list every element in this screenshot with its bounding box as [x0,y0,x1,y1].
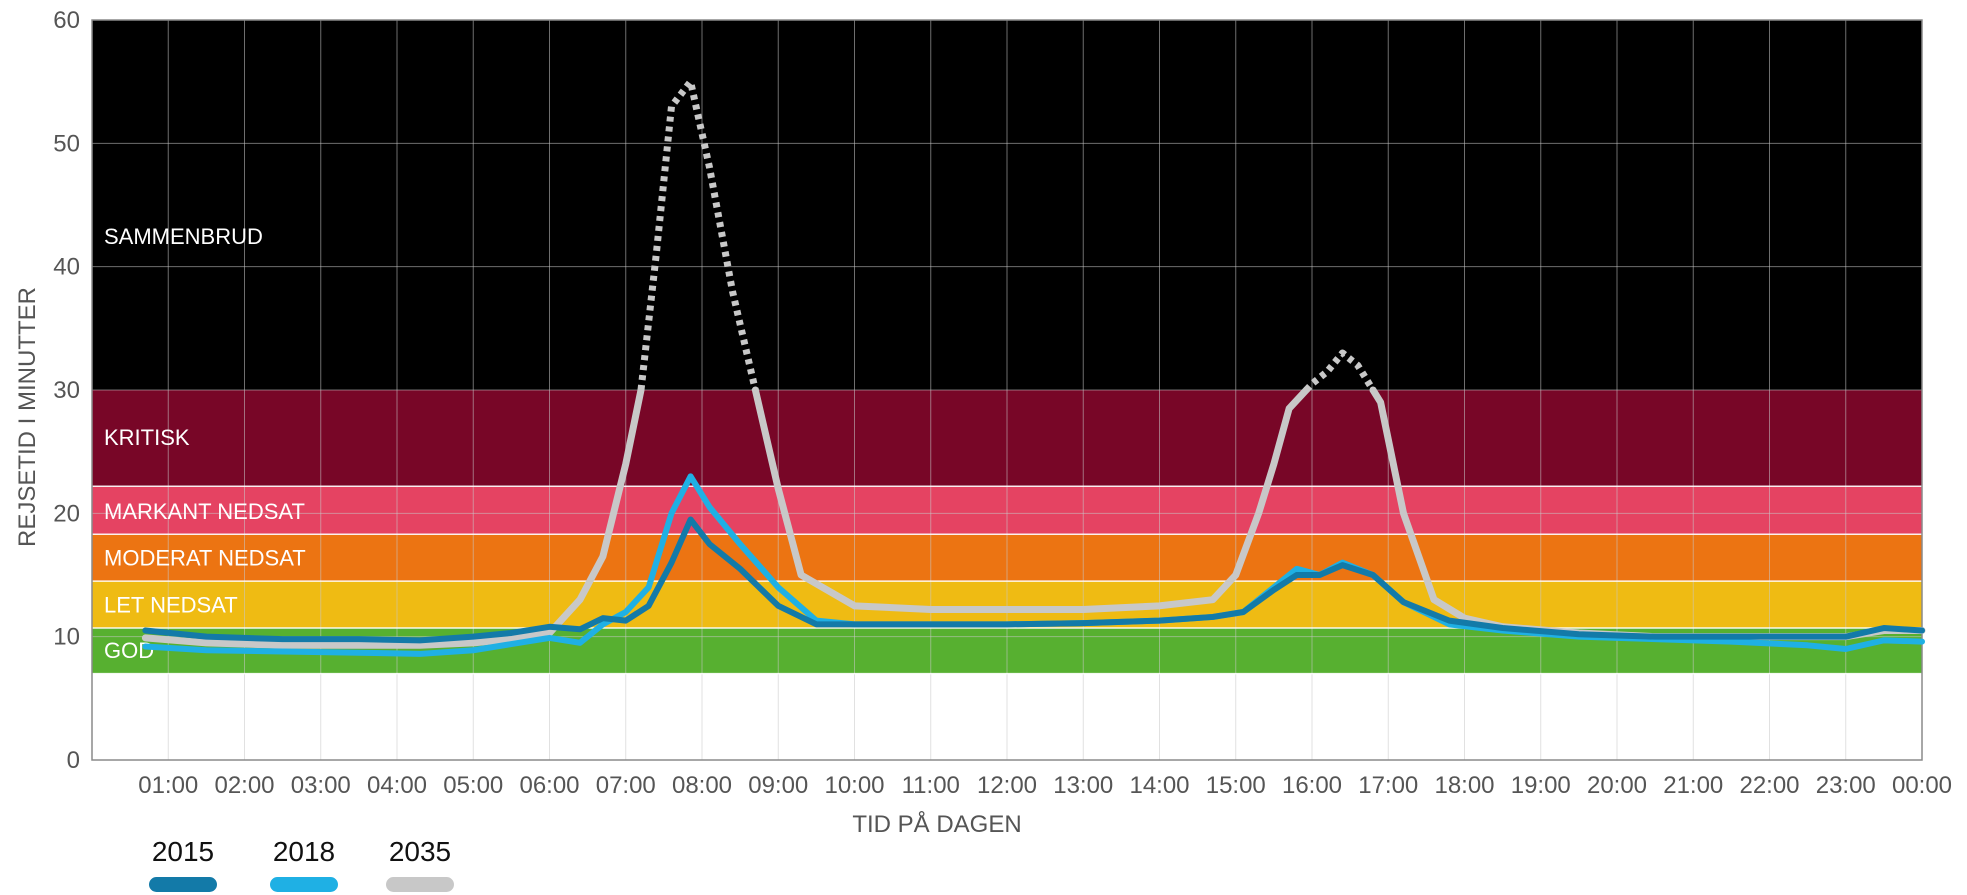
x-tick-label: 09:00 [748,772,808,799]
legend-label-2015: 2015 [152,836,214,867]
legend: 2015 2018 2035 [149,836,454,892]
legend-label-2018: 2018 [273,836,335,867]
x-axis-title: TID PÅ DAGEN [852,810,1021,838]
x-tick-label: 23:00 [1816,772,1876,799]
band-label: MARKANT NEDSAT [104,499,305,524]
y-tick-label: 60 [53,7,80,34]
x-tick-label: 07:00 [596,772,656,799]
x-tick-label: 01:00 [138,772,198,799]
band-labels: GOD LET NEDSAT MODERAT NEDSAT MARKANT NEDSA… [104,224,306,663]
legend-label-2035: 2035 [389,836,451,867]
band-label: MODERAT NEDSAT [104,546,306,571]
series-2015-line [142,516,1925,644]
band-label: GOD [104,638,154,663]
x-tick-label: 05:00 [443,772,503,799]
x-tick-label: 03:00 [291,772,351,799]
x-tick-label: 18:00 [1434,772,1494,799]
series-2035-line [141,386,645,649]
y-axis-title: REJSETID I MINUTTER [14,287,41,547]
x-tick-label: 06:00 [519,772,579,799]
x-tick-label: 15:00 [1206,772,1266,799]
x-tick-label: 19:00 [1511,772,1571,799]
x-tick-label: 04:00 [367,772,427,799]
plot-frame [91,19,1923,761]
y-axis-ticks: 0 10 20 30 40 50 60 [53,7,80,774]
band-label: SAMMENBRUD [104,224,263,249]
x-tick-label: 17:00 [1358,772,1418,799]
legend-swatch-2018 [270,877,338,892]
y-tick-label: 20 [53,500,80,527]
x-tick-label: 21:00 [1663,772,1723,799]
x-tick-label: 08:00 [672,772,732,799]
series-2035-line [751,386,1310,614]
plot-border [91,19,1923,761]
series-2035-projection-line [1303,349,1376,393]
y-tick-label: 50 [53,130,80,157]
x-tick-label: 14:00 [1129,772,1189,799]
series-lines [141,78,1926,657]
x-tick-label: 22:00 [1739,772,1799,799]
x-tick-label: 20:00 [1587,772,1647,799]
x-tick-label: 12:00 [977,772,1037,799]
y-tick-label: 40 [53,254,80,281]
x-tick-label: 16:00 [1282,772,1342,799]
band-label: KRITISK [104,425,190,450]
y-tick-label: 0 [67,747,80,774]
x-tick-label: 13:00 [1053,772,1113,799]
band-label: LET NEDSAT [104,593,238,618]
x-tick-label: 00:00 [1892,772,1952,799]
legend-swatch-2035 [386,877,454,892]
y-tick-label: 30 [53,377,80,404]
y-tick-label: 10 [53,624,80,651]
x-tick-label: 10:00 [824,772,884,799]
x-tick-label: 11:00 [902,772,960,799]
series-2035-projection-line [637,78,759,391]
legend-swatch-2015 [149,877,217,892]
x-axis-ticks: 01:00 02:00 03:00 04:00 05:00 06:00 07:00 08:00… [138,772,1952,799]
x-tick-label: 02:00 [214,772,274,799]
